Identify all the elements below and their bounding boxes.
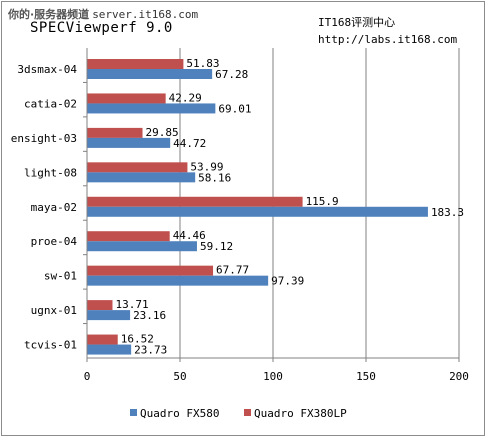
category-label: 3dsmax-04	[17, 63, 77, 76]
watermark-url: server.it168.com	[92, 8, 199, 21]
bar-fx580	[87, 103, 216, 114]
legend-item-fx380lp-label: Quadro FX380LP	[254, 407, 347, 420]
source-url: http://labs.it168.com	[318, 33, 458, 46]
bar-fx380lp	[87, 162, 188, 173]
data-label-fx380lp: 44.46	[173, 229, 206, 242]
data-label-fx380lp: 29.85	[146, 126, 179, 139]
legend-item-fx580-label: Quadro FX580	[140, 407, 219, 420]
bar-fx580	[87, 172, 196, 183]
x-tick-label: 100	[263, 370, 283, 383]
bar-fx580	[87, 241, 197, 252]
watermark-logo: 你的·服务器频道 server.it168.com	[8, 6, 198, 22]
x-tick-label: 0	[84, 370, 91, 383]
bar-fx380lp	[87, 231, 170, 242]
bar-fx580	[87, 206, 428, 217]
bar-fx380lp	[87, 300, 113, 311]
data-label-fx380lp: 16.52	[121, 333, 154, 346]
legend-item-fx580-swatch	[130, 409, 137, 416]
x-tick-label: 50	[173, 370, 186, 383]
data-label-fx580: 58.16	[198, 171, 231, 184]
bar-fx580	[87, 275, 269, 286]
category-label: catia-02	[24, 97, 77, 110]
bar-fx380lp	[87, 265, 214, 276]
data-label-fx380lp: 13.71	[116, 298, 149, 311]
data-label-fx580: 69.01	[218, 102, 251, 115]
legend: Quadro FX580 Quadro FX380LP	[130, 407, 347, 420]
data-label-fx380lp: 51.83	[186, 57, 219, 70]
category-label: proe-04	[31, 235, 78, 248]
data-label-fx580: 23.73	[134, 344, 167, 357]
category-label: light-08	[24, 166, 77, 179]
bar-fx380lp	[87, 93, 166, 104]
x-tick-label: 150	[356, 370, 376, 383]
category-label: maya-02	[31, 201, 77, 214]
bar-fx580	[87, 137, 171, 148]
data-label-fx380lp: 67.77	[216, 264, 249, 277]
bar-fx580	[87, 69, 213, 79]
category-label: tcvis-01	[24, 339, 77, 352]
data-label-fx580: 59.12	[200, 240, 233, 253]
category-label: ugnx-01	[31, 304, 77, 317]
legend-item-fx380lp-swatch	[244, 409, 251, 416]
category-label: sw-01	[44, 270, 77, 283]
data-label-fx380lp: 115.9	[306, 195, 339, 208]
data-label-fx580: 67.28	[215, 68, 248, 81]
bar-fx380lp	[87, 127, 143, 138]
data-label-fx580: 23.16	[133, 309, 166, 322]
bar-fx380lp	[87, 334, 118, 345]
bar-fx380lp	[87, 59, 184, 69]
data-label-fx580: 44.72	[173, 137, 206, 150]
bars	[87, 59, 428, 355]
bar-fx380lp	[87, 196, 303, 207]
source-lab-name: IT168评测中心	[318, 16, 396, 29]
watermark-brand: 你的·服务器频道	[8, 8, 90, 21]
data-label-fx580: 97.39	[271, 275, 304, 288]
axes: 0 50 100 150 200 3dsmax-04 catia-02 ensight-03 l…	[11, 48, 469, 383]
source-credit: IT168评测中心 http://labs.it168.com	[318, 14, 457, 48]
chart-title: SPECViewperf 9.0	[30, 20, 173, 36]
data-label-fx380lp: 42.29	[169, 91, 202, 104]
bar-fx580	[87, 344, 132, 355]
category-label: ensight-03	[11, 132, 77, 145]
data-label-fx380lp: 53.99	[190, 160, 223, 173]
x-tick-label: 200	[449, 370, 469, 383]
data-label-fx580: 183.3	[431, 206, 464, 219]
bar-fx580	[87, 310, 131, 321]
